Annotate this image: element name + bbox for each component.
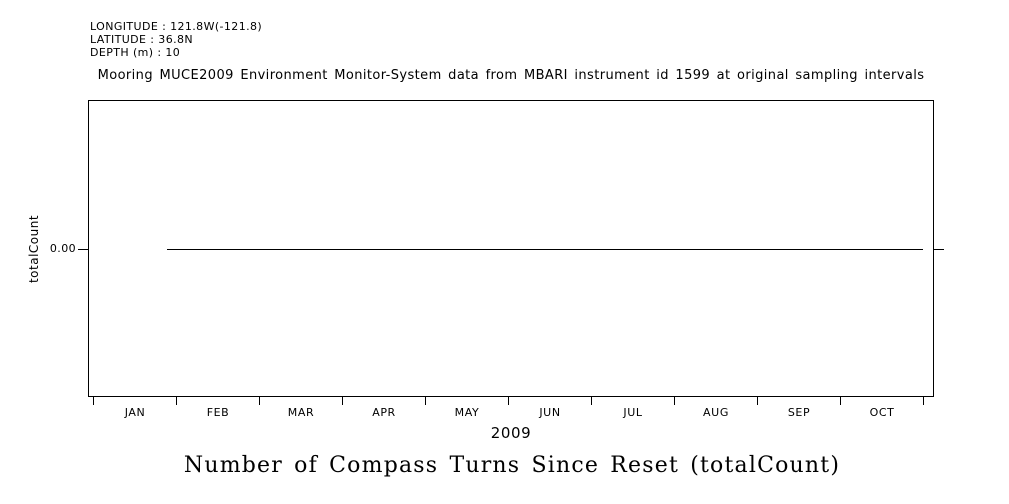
header-latitude: LATITUDE : 36.8N (90, 33, 194, 46)
x-tick-label: AUG (703, 406, 729, 419)
x-tick-mark (923, 397, 924, 405)
x-tick-label: SEP (787, 406, 811, 419)
chart-caption: Number of Compass Turns Since Reset (tot… (183, 453, 841, 478)
plot-frame (88, 100, 934, 397)
x-tick-label: APR (372, 406, 396, 419)
x-tick-mark (674, 397, 675, 405)
x-tick-mark (176, 397, 177, 405)
x-tick-mark (591, 397, 592, 405)
y-tick-label: 0.00 (49, 242, 76, 255)
y-tick-mark-left (78, 249, 88, 250)
x-tick-label: OCT (869, 406, 895, 419)
x-tick-mark (93, 397, 94, 405)
x-tick-label: FEB (206, 406, 230, 419)
x-tick-mark (425, 397, 426, 405)
data-line (167, 249, 923, 250)
header-longitude: LONGITUDE : 121.8W(-121.8) (90, 20, 263, 33)
x-tick-label: JUL (623, 406, 643, 419)
y-tick-mark-right (934, 249, 944, 250)
x-tick-label: MAY (454, 406, 480, 419)
x-tick-mark (342, 397, 343, 405)
x-tick-label: JUN (539, 406, 561, 419)
x-tick-label: MAR (287, 406, 315, 419)
x-axis-year-label: 2009 (490, 424, 532, 442)
chart-title: Mooring MUCE2009 Environment Monitor-Sys… (97, 68, 925, 83)
x-tick-label: JAN (124, 406, 146, 419)
header-depth: DEPTH (m) : 10 (90, 46, 181, 59)
x-tick-mark (840, 397, 841, 405)
x-tick-mark (259, 397, 260, 405)
x-tick-mark (508, 397, 509, 405)
x-tick-mark (757, 397, 758, 405)
